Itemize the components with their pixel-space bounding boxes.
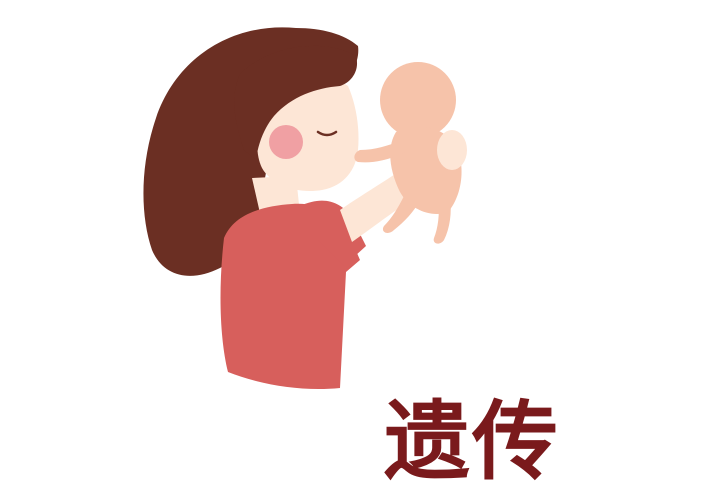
mother-hair-fringe: [234, 45, 358, 160]
mother-eye: [316, 130, 338, 137]
baby-leg-right: [433, 198, 451, 244]
baby-head: [380, 62, 456, 138]
mother-hand-far: [437, 130, 467, 170]
baby-figure: [354, 62, 467, 244]
mother-shirt: [220, 203, 360, 390]
baby-arm: [354, 140, 410, 163]
mother-cheek: [269, 125, 303, 159]
baby-leg-left: [382, 196, 420, 233]
caption-title: 遗传: [384, 392, 560, 492]
